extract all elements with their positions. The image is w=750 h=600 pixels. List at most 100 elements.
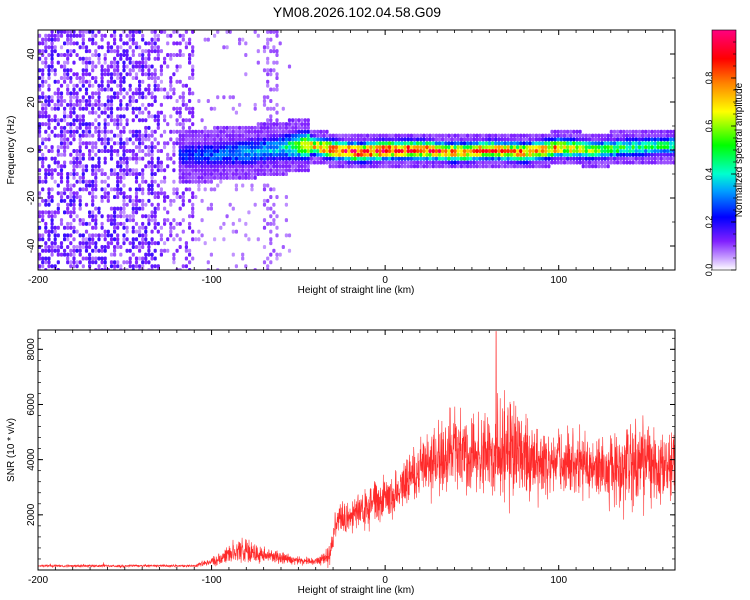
spectrogram-cell: [231, 164, 235, 169]
spectrogram-cell: [250, 145, 254, 150]
spectrogram-cell: [50, 175, 54, 180]
spectrogram-cell: [72, 133, 76, 138]
spectrogram-cell: [116, 83, 120, 88]
spectrogram-cell: [572, 160, 576, 165]
spectrogram-cell: [169, 87, 173, 92]
spectrogram-cell: [169, 198, 173, 203]
spectrogram-cell: [584, 141, 588, 146]
spectrogram-cell: [503, 152, 507, 157]
spectrogram-cell: [512, 145, 517, 150]
spectrogram-cell: [59, 64, 64, 69]
spectrogram-cell: [144, 256, 148, 261]
spectrogram-cell: [181, 129, 185, 134]
spectrogram-cell: [553, 160, 557, 165]
spectrogram-cell: [59, 172, 64, 176]
spectrogram-cell: [322, 133, 326, 138]
spectrogram-cell: [44, 79, 48, 84]
spectrogram-cell: [456, 137, 460, 142]
spectrogram-cell: [381, 164, 385, 169]
spectrogram-cell: [225, 172, 229, 176]
spectrogram-cell: [566, 149, 570, 153]
spectrogram-cell: [466, 160, 470, 165]
spectrogram-cell: [350, 133, 354, 138]
spectrogram-cell: [347, 156, 351, 161]
spectrogram-cell: [63, 137, 67, 142]
spectrogram-cell: [281, 156, 285, 161]
spectrogram-cell: [228, 129, 232, 134]
spectrogram-cell: [63, 133, 67, 138]
spectrogram-cell: [312, 133, 317, 138]
spectrogram-cell: [375, 160, 379, 165]
spectrogram-cell: [294, 160, 298, 165]
spectrogram-cell: [125, 168, 129, 173]
spectrogram-cell: [75, 118, 79, 123]
spectrogram-cell: [59, 221, 64, 226]
spectrogram-cell: [344, 156, 348, 161]
spectrogram-cell: [509, 149, 513, 153]
spectrogram-cell: [116, 179, 120, 184]
spectrogram-cell: [519, 160, 523, 165]
spectrogram-cell: [209, 156, 213, 161]
spectrogram-cell: [66, 60, 70, 65]
spectrogram-cell: [69, 202, 73, 207]
spectrogram-cell: [81, 233, 85, 238]
spectrogram-cell: [84, 202, 89, 207]
spectrogram-cell: [269, 168, 273, 173]
spectrogram-cell: [172, 252, 176, 257]
spectrogram-cell: [528, 141, 532, 146]
spectrogram-cell: [297, 168, 301, 173]
spectrogram-cell: [181, 91, 185, 96]
spectrogram-cell: [166, 33, 170, 38]
spectrogram-cell: [238, 41, 242, 46]
spectrogram-cell: [69, 183, 73, 188]
spectrogram-cell: [69, 122, 73, 127]
spectrogram-cell: [153, 99, 157, 103]
spectrogram-cell: [144, 252, 148, 257]
spectrogram-cell: [119, 53, 123, 57]
spectrogram-cell: [119, 187, 123, 192]
spectrogram-cell: [188, 41, 192, 46]
spectrogram-cell: [372, 164, 376, 169]
spectrogram-cell: [141, 118, 145, 123]
colorbar-tick-label: 0.6: [704, 120, 714, 133]
spectrogram-cell: [72, 198, 76, 203]
spectrogram-cell: [238, 164, 242, 169]
spectrogram-cell: [128, 168, 132, 173]
spectrogram-cell: [475, 149, 479, 153]
spectrogram-cell: [138, 30, 142, 34]
spectrogram-cell: [516, 149, 520, 153]
spectrogram-cell: [606, 156, 610, 161]
spectrogram-cell: [175, 68, 179, 73]
spectrogram-cell: [406, 156, 410, 161]
spectrogram-cell: [209, 252, 213, 257]
spectrogram-cell: [153, 118, 157, 123]
spectrogram-cell: [234, 141, 238, 146]
spectrogram-cell: [66, 256, 70, 261]
spectrogram-cell: [234, 152, 238, 157]
spectrogram-cell: [72, 41, 76, 46]
spectrogram-cell: [425, 133, 429, 138]
spectrogram-cell: [287, 64, 292, 69]
spectrogram-cell: [153, 172, 157, 176]
spectrogram-cell: [616, 145, 620, 150]
spectrogram-cell: [81, 83, 85, 88]
spectrogram-cell: [44, 156, 48, 161]
spectrogram-cell: [441, 145, 445, 150]
spectrogram-cell: [150, 152, 154, 157]
spectrogram-cell: [47, 229, 51, 234]
spectrogram-cell: [209, 206, 213, 211]
spectrogram-cell: [178, 179, 182, 184]
spectrogram-cell: [275, 133, 279, 138]
spectrogram-cell: [247, 145, 251, 150]
spectrogram-cell: [119, 141, 123, 146]
spectrogram-cell: [659, 141, 663, 146]
spectrogram-cell: [597, 141, 601, 146]
spectrogram-cell: [244, 125, 248, 130]
spectrogram-cell: [356, 164, 360, 169]
spectrogram-cell: [191, 229, 195, 234]
spectrogram-cell: [269, 149, 273, 153]
spectrogram-cell: [38, 237, 42, 242]
spectrogram-cell: [284, 149, 288, 153]
spectrogram-cell: [147, 68, 151, 73]
spectrogram-cell: [447, 137, 451, 142]
